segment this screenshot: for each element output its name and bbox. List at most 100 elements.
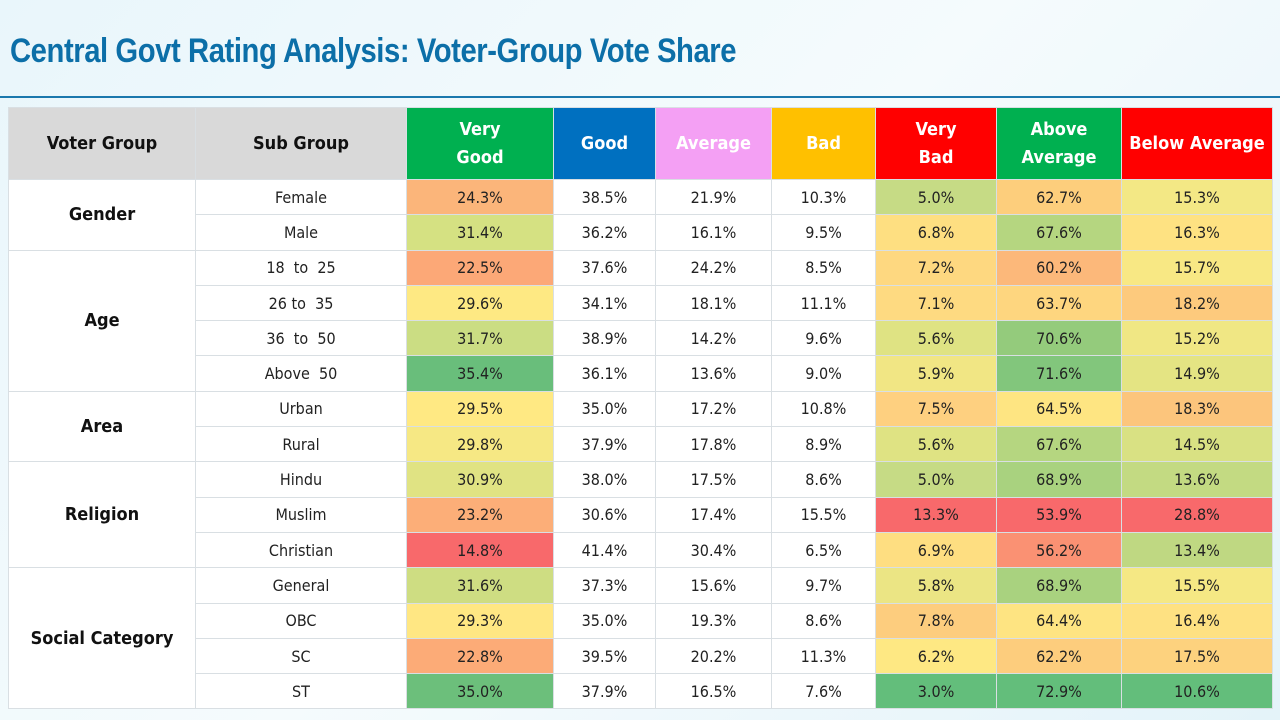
value-cell: 71.6%	[996, 355, 1122, 392]
value-cell: 68.9%	[996, 567, 1122, 604]
value-cell: 9.6%	[771, 320, 876, 357]
header-very-good: Very Good	[406, 107, 554, 180]
value-cell: 64.5%	[996, 390, 1122, 428]
value-cell: 15.7%	[1121, 249, 1273, 286]
value-cell: 29.3%	[406, 602, 554, 639]
value-cell: 36.1%	[553, 355, 656, 392]
value-cell: 38.5%	[553, 178, 656, 216]
value-cell: 38.0%	[553, 461, 656, 498]
value-cell: 16.4%	[1121, 602, 1273, 639]
value-cell: 29.6%	[406, 284, 554, 322]
value-cell: 34.1%	[553, 284, 656, 322]
value-cell: 29.5%	[406, 390, 554, 428]
value-cell: 67.6%	[996, 214, 1122, 251]
value-cell: 7.2%	[875, 249, 997, 286]
sub-group-cell: Male	[195, 214, 407, 251]
value-cell: 72.9%	[996, 673, 1122, 710]
value-cell: 60.2%	[996, 249, 1122, 286]
header-bad: Bad	[771, 107, 876, 180]
header-above-average: Above Average	[996, 107, 1122, 180]
value-cell: 22.5%	[406, 249, 554, 286]
table-row: Gender Female 24.3% 38.5% 21.9% 10.3% 5.0% 62.7…	[8, 178, 1273, 251]
value-cell: 18.2%	[1121, 284, 1273, 322]
value-cell: 9.5%	[771, 214, 876, 251]
value-cell: 24.2%	[655, 249, 772, 286]
value-cell: 15.3%	[1121, 178, 1273, 216]
value-cell: 6.9%	[875, 531, 997, 569]
value-cell: 8.6%	[771, 602, 876, 639]
value-cell: 37.9%	[553, 673, 656, 710]
value-cell: 10.8%	[771, 390, 876, 428]
sub-group-cell: Urban	[195, 390, 407, 428]
value-cell: 17.2%	[655, 390, 772, 428]
table-row: Rural 29.8% 37.9% 17.8% 8.9% 5.6% 67.6% 14.5%	[9, 426, 1273, 463]
value-cell: 5.8%	[875, 567, 997, 604]
value-cell: 17.5%	[655, 461, 772, 498]
value-cell: 37.3%	[553, 567, 656, 604]
value-cell: 7.6%	[771, 673, 876, 710]
header-sub-group: Sub Group	[195, 107, 407, 180]
table-row: Area Urban 29.5% 35.0% 17.2% 10.8% 7.5% 64.5% 18…	[8, 390, 1273, 463]
value-cell: 13.3%	[875, 496, 997, 533]
value-cell: 31.6%	[406, 567, 554, 604]
table-row: Christian 14.8% 41.4% 30.4% 6.5% 6.9% 56.2% 13.…	[9, 531, 1273, 569]
header-row: Voter Group Sub Group Very Good Good Average…	[8, 107, 1273, 180]
sub-group-cell: Hindu	[195, 461, 407, 498]
value-cell: 29.8%	[406, 426, 554, 463]
value-cell: 53.9%	[996, 496, 1122, 533]
value-cell: 63.7%	[996, 284, 1122, 322]
value-cell: 8.5%	[771, 249, 876, 286]
value-cell: 16.1%	[655, 214, 772, 251]
value-cell: 16.5%	[655, 673, 772, 710]
sub-group-cell: Above 50	[195, 355, 407, 392]
value-cell: 62.2%	[996, 637, 1122, 675]
header-average: Average	[655, 107, 772, 180]
value-cell: 31.4%	[406, 214, 554, 251]
value-cell: 10.6%	[1121, 673, 1273, 710]
value-cell: 64.4%	[996, 602, 1122, 639]
value-cell: 17.5%	[1121, 637, 1273, 675]
value-cell: 5.6%	[875, 320, 997, 357]
table-row: 26 to 35 29.6% 34.1% 18.1% 11.1% 7.1% 63.7% 18.…	[9, 284, 1273, 322]
value-cell: 11.1%	[771, 284, 876, 322]
sub-group-cell: Rural	[195, 426, 407, 463]
header-below-average: Below Average	[1121, 107, 1273, 180]
value-cell: 14.8%	[406, 531, 554, 569]
value-cell: 5.6%	[875, 426, 997, 463]
value-cell: 22.8%	[406, 637, 554, 675]
value-cell: 17.8%	[655, 426, 772, 463]
value-cell: 6.2%	[875, 637, 997, 675]
sub-group-cell: Christian	[195, 531, 407, 569]
value-cell: 37.9%	[553, 426, 656, 463]
value-cell: 5.9%	[875, 355, 997, 392]
value-cell: 21.9%	[655, 178, 772, 216]
title-divider	[0, 96, 1280, 98]
value-cell: 31.7%	[406, 320, 554, 357]
value-cell: 13.6%	[1121, 461, 1273, 498]
value-cell: 8.6%	[771, 461, 876, 498]
value-cell: 18.1%	[655, 284, 772, 322]
page-title: Central Govt Rating Analysis: Voter-Grou…	[10, 32, 737, 70]
value-cell: 70.6%	[996, 320, 1122, 357]
value-cell: 16.3%	[1121, 214, 1273, 251]
value-cell: 18.3%	[1121, 390, 1273, 428]
header-voter-group: Voter Group	[8, 107, 196, 180]
value-cell: 17.4%	[655, 496, 772, 533]
value-cell: 20.2%	[655, 637, 772, 675]
header-very-bad: Very Bad	[875, 107, 997, 180]
value-cell: 7.5%	[875, 390, 997, 428]
header-good: Good	[553, 107, 656, 180]
value-cell: 56.2%	[996, 531, 1122, 569]
voter-group-cell: Social Category	[8, 567, 196, 710]
sub-group-cell: OBC	[195, 602, 407, 639]
table-row: Age 18 to 25 22.5% 37.6% 24.2% 8.5% 7.2% 60.2% 1…	[8, 249, 1273, 392]
value-cell: 6.5%	[771, 531, 876, 569]
voter-group-cell: Age	[8, 249, 196, 392]
value-cell: 24.3%	[406, 178, 554, 216]
value-cell: 62.7%	[996, 178, 1122, 216]
value-cell: 5.0%	[875, 461, 997, 498]
table-row: OBC 29.3% 35.0% 19.3% 8.6% 7.8% 64.4% 16.4%	[9, 602, 1273, 639]
table-row: Muslim 23.2% 30.6% 17.4% 15.5% 13.3% 53.9% 28.8…	[9, 496, 1273, 533]
sub-group-cell: SC	[195, 637, 407, 675]
value-cell: 15.6%	[655, 567, 772, 604]
